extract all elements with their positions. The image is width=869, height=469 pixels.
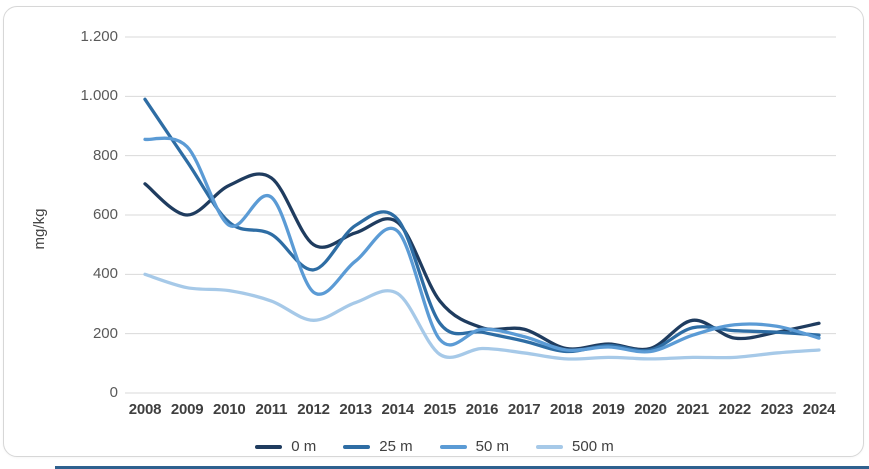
chart-card[interactable] <box>3 6 864 457</box>
x-tick-label: 2010 <box>212 401 246 418</box>
legend-item-25m: 25 m <box>343 438 413 456</box>
legend-label: 500 m <box>572 438 614 455</box>
x-tick-label: 2021 <box>676 401 709 418</box>
x-tick-label: 2017 <box>507 401 541 418</box>
legend-line-swatch <box>439 445 467 449</box>
x-tick-label: 2008 <box>128 401 162 418</box>
x-tick-label: 2024 <box>802 401 836 418</box>
x-tick-label: 2011 <box>255 401 288 418</box>
legend-line-swatch <box>536 445 564 449</box>
y-tick-label: 1.000 <box>80 87 118 105</box>
chart-legend: 0 m 25 m 50 m 500 m <box>0 437 869 457</box>
x-tick-label: 2018 <box>549 401 583 418</box>
y-tick-label: 1.200 <box>80 28 118 45</box>
y-axis-title: mg/kg <box>31 208 48 250</box>
x-tick-label: 2023 <box>760 401 794 418</box>
y-tick-label: 200 <box>92 324 118 342</box>
legend-label: 50 m <box>475 438 510 455</box>
x-tick-label: 2020 <box>634 401 667 418</box>
legend-line-swatch <box>343 445 371 449</box>
x-tick-label: 2022 <box>718 401 752 418</box>
legend-label: 0 m <box>291 438 317 455</box>
legend-line-swatch <box>255 445 283 449</box>
y-tick-label: 800 <box>92 146 118 164</box>
y-tick-label: 0 <box>109 384 118 401</box>
x-tick-label: 2014 <box>381 401 415 418</box>
bottom-accent-bar <box>55 466 869 469</box>
legend-item-500m: 500 m <box>536 438 614 456</box>
legend-item-50m: 50 m <box>439 438 510 456</box>
x-tick-label: 2016 <box>465 401 499 418</box>
y-tick-label: 400 <box>92 265 118 283</box>
x-tick-label: 2019 <box>592 401 625 418</box>
x-tick-label: 2009 <box>170 401 204 418</box>
legend-label: 25 m <box>379 438 413 455</box>
x-tick-label: 2012 <box>297 401 330 418</box>
x-tick-label: 2013 <box>339 401 372 418</box>
y-tick-label: 600 <box>92 206 118 223</box>
legend-item-0m: 0 m <box>255 438 316 456</box>
x-tick-label: 2015 <box>423 401 457 418</box>
